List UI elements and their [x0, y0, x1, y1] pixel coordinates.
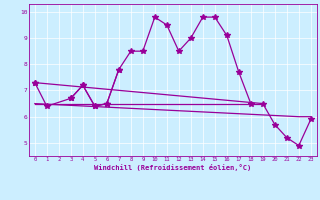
X-axis label: Windchill (Refroidissement éolien,°C): Windchill (Refroidissement éolien,°C) [94, 164, 252, 171]
